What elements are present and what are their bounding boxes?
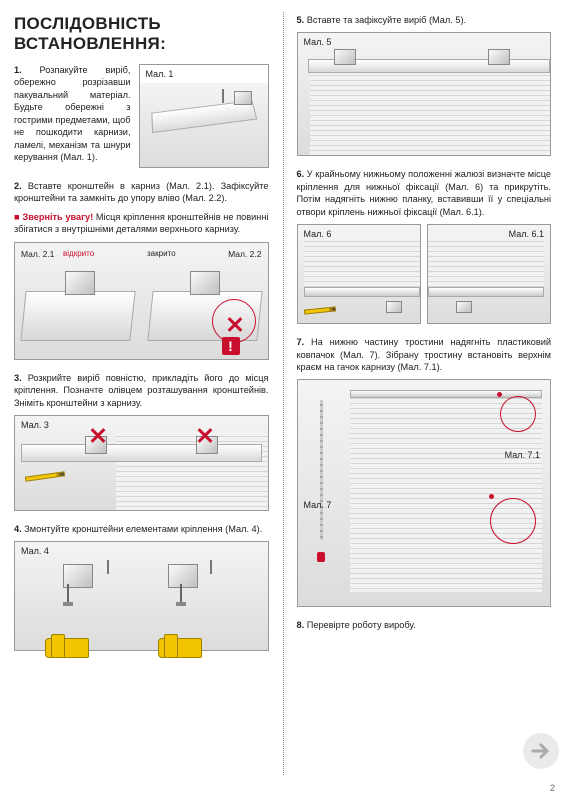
step-6-body: У крайньому нижньому положенні жалюзі ви…	[297, 169, 552, 216]
step-2-num: 2.	[14, 181, 22, 191]
bottomrail-6	[304, 287, 420, 297]
figure-22-label: Мал. 2.2	[228, 249, 261, 259]
screw-4b	[210, 560, 212, 574]
step-8-body: Перевірте роботу виробу.	[307, 620, 416, 630]
step-1-num: 1.	[14, 65, 22, 75]
bracket-21	[65, 271, 95, 295]
cross-3b	[196, 426, 214, 444]
figure-71-label: Мал. 7.1	[505, 450, 540, 460]
screw-4a	[107, 560, 109, 574]
step-3-text: 3. Розкрийте виріб повністю, прикладіть …	[14, 372, 269, 409]
step-2-body: Вставте кронштейн в карниз (Мал. 2.1). З…	[14, 181, 269, 203]
bracket-22	[190, 271, 220, 295]
wand-icon	[320, 400, 323, 540]
step-7-text: 7. На нижню частину тростини надягніть п…	[297, 336, 552, 373]
step-8-text: 8. Перевірте роботу виробу.	[297, 619, 552, 631]
warning-text: ■ Зверніть увагу! Місця кріплення кроншт…	[14, 211, 269, 236]
screw-icon	[222, 89, 224, 103]
bracket-5b	[488, 49, 510, 65]
clip-6	[386, 301, 402, 313]
step-7-body: На нижню частину тростини надягніть плас…	[297, 337, 552, 372]
clip-61	[456, 301, 472, 313]
page-title: ПОСЛІДОВНІСТЬ ВСТАНОВЛЕННЯ:	[14, 14, 269, 54]
step-4-text: 4. Змонтуйте кронштейни елементами кріпл…	[14, 523, 269, 535]
step-3-body: Розкрийте виріб повністю, прикладіть йог…	[14, 373, 269, 408]
step-8-num: 8.	[297, 620, 305, 630]
figure-2: Мал. 2.1 відкрито закрито Мал. 2.2 !	[14, 242, 269, 360]
slats-6	[304, 237, 420, 289]
cross-icon	[226, 315, 240, 329]
bottomrail-61	[428, 287, 544, 297]
wand-cap-icon	[317, 552, 325, 562]
figure-3: Мал. 3	[14, 415, 269, 511]
drill-icon-b	[158, 608, 218, 658]
page-number: 2	[550, 783, 555, 793]
step-3-num: 3.	[14, 373, 22, 383]
step-5-num: 5.	[297, 15, 305, 25]
step-6-text: 6. У крайньому нижньому положенні жалюзі…	[297, 168, 552, 218]
figure-7: Мал. 7 Мал. 7.1	[297, 379, 552, 607]
figure-1: Мал. 1	[139, 64, 269, 168]
slats-5	[310, 71, 551, 155]
step-2-text: 2. Вставте кронштейн в карниз (Мал. 2.1)…	[14, 180, 269, 205]
figure-7-label: Мал. 7	[304, 500, 332, 510]
figure-3-label: Мал. 3	[21, 420, 49, 430]
figure-21-label: Мал. 2.1	[21, 249, 54, 259]
step-6-num: 6.	[297, 169, 305, 179]
figure-1-label: Мал. 1	[146, 69, 174, 79]
headrail-3	[21, 444, 262, 462]
drill-icon-a	[45, 608, 105, 658]
closed-label: закрито	[147, 249, 176, 258]
step-4-num: 4.	[14, 524, 22, 534]
next-page-arrow[interactable]	[523, 733, 559, 769]
figure-4: Мал. 4	[14, 541, 269, 651]
step-5-body: Вставте та зафіксуйте виріб (Мал. 5).	[307, 15, 466, 25]
step-4-body: Змонтуйте кронштейни елементами кріпленн…	[24, 524, 262, 534]
rail-21	[20, 291, 135, 341]
figure-61: Мал. 6.1	[427, 224, 551, 324]
step-7-num: 7.	[297, 337, 305, 347]
bracket-4b	[168, 564, 198, 588]
step-5-text: 5. Вставте та зафіксуйте виріб (Мал. 5).	[297, 14, 552, 26]
bracket-5a	[334, 49, 356, 65]
step-1-text: 1. Розпакуйте виріб, обережно розрізавши…	[14, 64, 131, 174]
cross-3a	[89, 426, 107, 444]
right-column: 5. Вставте та зафіксуйте виріб (Мал. 5).…	[283, 0, 565, 799]
warn-label: Зверніть увагу!	[22, 212, 93, 222]
step-1-body: Розпакуйте виріб, обережно розрізавши па…	[14, 65, 131, 162]
open-label: відкрито	[63, 249, 94, 258]
figure-5-label: Мал. 5	[304, 37, 332, 47]
exclaim-icon: !	[222, 337, 240, 355]
figure-4-label: Мал. 4	[21, 546, 49, 556]
slats-61	[428, 237, 544, 289]
left-column: ПОСЛІДОВНІСТЬ ВСТАНОВЛЕННЯ: 1. Розпакуйт…	[0, 0, 283, 799]
bracket-icon	[234, 91, 252, 105]
figure-6: Мал. 6	[297, 224, 421, 324]
figure-5: Мал. 5	[297, 32, 552, 156]
